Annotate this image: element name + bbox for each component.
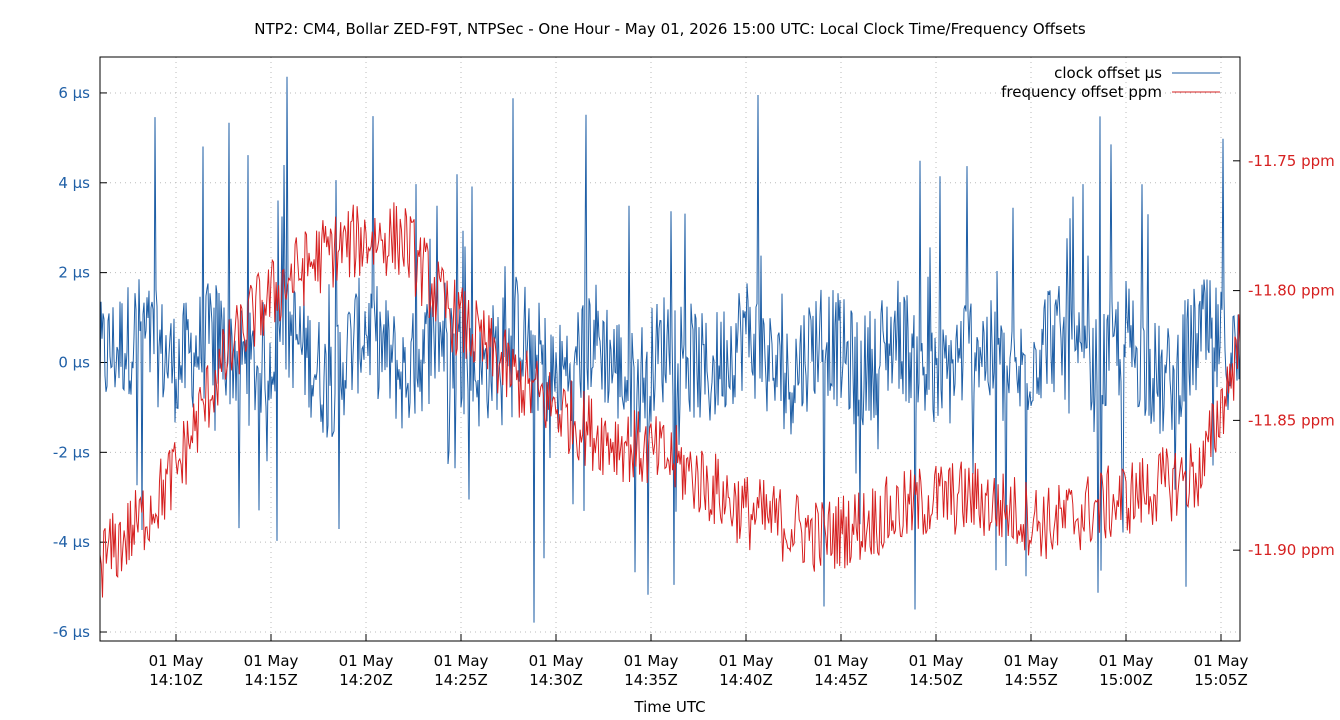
x-tick-label-date: 01 May bbox=[339, 652, 394, 670]
y-left-tick-label: -4 µs bbox=[53, 533, 90, 551]
x-tick-label-time: 14:55Z bbox=[1004, 671, 1058, 689]
x-tick-label-time: 15:00Z bbox=[1099, 671, 1153, 689]
x-tick-label-date: 01 May bbox=[529, 652, 584, 670]
series-line-frequency-offset bbox=[100, 202, 1240, 598]
series-layer bbox=[100, 76, 1240, 623]
x-tick-label-date: 01 May bbox=[624, 652, 679, 670]
x-tick-label-date: 01 May bbox=[719, 652, 774, 670]
x-tick-label-time: 14:10Z bbox=[149, 671, 203, 689]
y-left-tick-label: -2 µs bbox=[53, 443, 90, 461]
axes: 6 µs 4 µs 2 µs 0 µs -2 µs -4 µs -6 µs -11.75 pp… bbox=[53, 84, 1335, 689]
x-tick-label-date: 01 May bbox=[1099, 652, 1154, 670]
x-tick-label-date: 01 May bbox=[814, 652, 869, 670]
y-right-tick-label: -11.80 ppm bbox=[1248, 282, 1335, 300]
y-left-tick-label: 6 µs bbox=[58, 84, 90, 102]
y-right-tick-label: -11.75 ppm bbox=[1248, 152, 1335, 170]
y-left-tick-label: 4 µs bbox=[58, 174, 90, 192]
x-tick-label-date: 01 May bbox=[909, 652, 964, 670]
series-line-clock-offset bbox=[100, 76, 1240, 623]
x-tick-label-time: 14:20Z bbox=[339, 671, 393, 689]
x-tick-label-time: 14:40Z bbox=[719, 671, 773, 689]
x-tick-label-date: 01 May bbox=[1004, 652, 1059, 670]
x-tick-label-time: 15:05Z bbox=[1194, 671, 1248, 689]
x-tick-label-time: 14:15Z bbox=[244, 671, 298, 689]
legend-label-clock-offset: clock offset µs bbox=[1054, 64, 1162, 82]
x-tick-label-time: 14:35Z bbox=[624, 671, 678, 689]
y-right-tick-label: -11.85 ppm bbox=[1248, 411, 1335, 429]
x-tick-label-date: 01 May bbox=[149, 652, 204, 670]
chart-title: NTP2: CM4, Bollar ZED-F9T, NTPSec - One … bbox=[254, 20, 1086, 38]
x-tick-label-time: 14:45Z bbox=[814, 671, 868, 689]
y-left-tick-label: 2 µs bbox=[58, 264, 90, 282]
x-axis-label: Time UTC bbox=[633, 698, 705, 716]
x-tick-label-date: 01 May bbox=[244, 652, 299, 670]
grid bbox=[100, 57, 1240, 641]
legend: clock offset µs frequency offset ppm bbox=[1001, 64, 1220, 101]
x-tick-label-time: 14:25Z bbox=[434, 671, 488, 689]
legend-label-frequency-offset: frequency offset ppm bbox=[1001, 83, 1162, 101]
plot-frame bbox=[99, 56, 1241, 642]
y-right-tick-label: -11.90 ppm bbox=[1248, 541, 1335, 559]
x-tick-label-date: 01 May bbox=[1194, 652, 1249, 670]
y-left-tick-label: 0 µs bbox=[58, 353, 90, 371]
x-tick-label-time: 14:50Z bbox=[909, 671, 963, 689]
x-tick-label-time: 14:30Z bbox=[529, 671, 583, 689]
y-left-tick-label: -6 µs bbox=[53, 623, 90, 641]
x-tick-label-date: 01 May bbox=[434, 652, 489, 670]
